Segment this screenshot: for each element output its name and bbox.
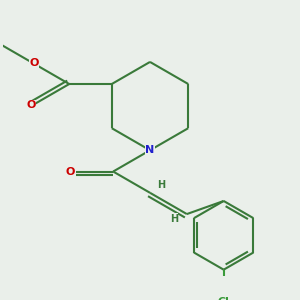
Text: Cl: Cl [218,297,230,300]
Text: H: H [158,180,166,190]
Text: O: O [66,167,75,176]
Text: O: O [26,100,35,110]
Text: H: H [170,214,178,224]
Text: N: N [146,145,154,155]
Text: O: O [29,58,39,68]
